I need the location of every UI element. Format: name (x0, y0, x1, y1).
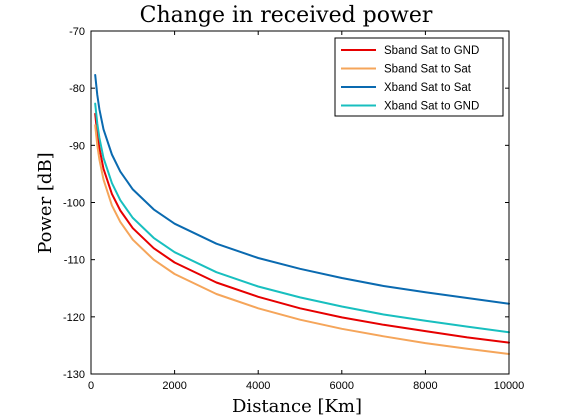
y-tick-label: -90 (69, 140, 85, 152)
series-line-2 (94, 124, 510, 355)
y-tick-label: -120 (63, 312, 85, 324)
series-layer (94, 74, 510, 355)
y-axis-label: Power [dB] (35, 152, 56, 253)
series-line-1 (94, 112, 510, 344)
x-tick-label: 0 (88, 380, 94, 392)
legend: Sband Sat to GND Sband Sat to Sat Xband Sa… (334, 37, 504, 117)
legend-label: Xband Sat to Sat (384, 82, 472, 94)
tick-layer: 0 2000 4000 6000 8000 10000 -130 -120 -110 -100 -9… (63, 26, 524, 392)
y-tick-label: -110 (64, 255, 85, 267)
y-tick-label: -100 (63, 198, 85, 210)
y-tick-label: -70 (69, 26, 85, 38)
x-axis-label: Distance [Km] (232, 396, 362, 417)
y-tick-label: -130 (63, 369, 85, 381)
chart-title: Change in received power (140, 3, 433, 28)
series-line-4 (94, 102, 510, 334)
x-tick-label: 4000 (246, 380, 270, 392)
x-tick-label: 10000 (494, 380, 525, 392)
series-line-3 (94, 74, 510, 305)
legend-label: Sband Sat to Sat (384, 64, 472, 76)
y-tick-label: -80 (69, 83, 85, 95)
legend-label: Sband Sat to GND (384, 45, 479, 57)
x-tick-label: 2000 (162, 380, 186, 392)
legend-label: Xband Sat to GND (384, 101, 479, 113)
x-tick-label: 8000 (413, 380, 437, 392)
x-tick-label: 6000 (330, 380, 354, 392)
